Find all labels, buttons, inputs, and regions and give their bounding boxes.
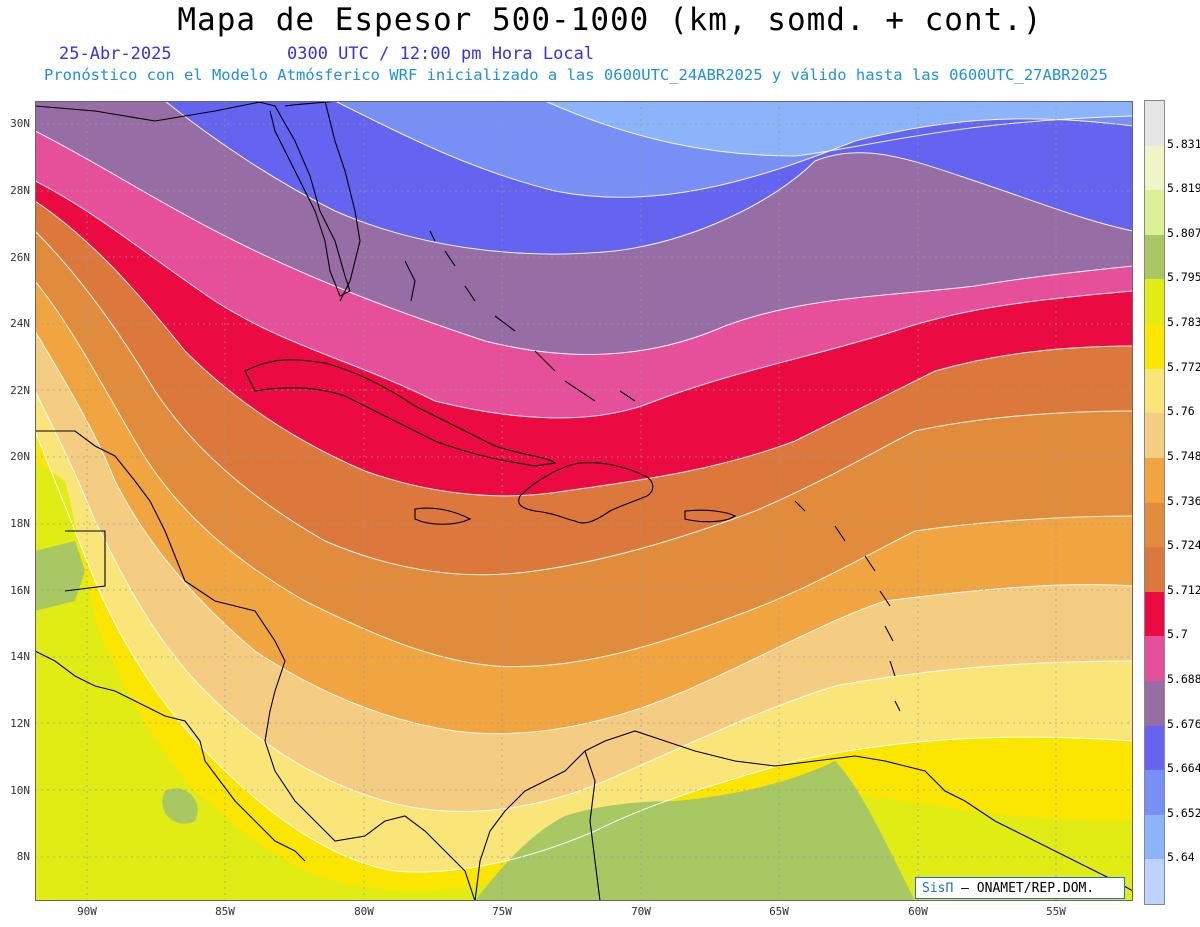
florida-coast — [35, 101, 351, 297]
colorbar-label: 5.652 — [1167, 805, 1200, 820]
colorbar-segment — [1145, 190, 1164, 236]
lon-label-75w: 75W — [492, 905, 512, 918]
map-title: Mapa de Espesor 500-1000 (km, somd. + co… — [177, 2, 1043, 38]
lon-label-85w: 85W — [215, 905, 235, 918]
colorbar-segment — [1145, 814, 1164, 860]
colorbar-segment — [1145, 680, 1164, 727]
forecast-date: 25-Abr-2025 — [59, 44, 172, 64]
lat-label-14n: 14N — [10, 650, 30, 663]
lon-label-55w: 55W — [1046, 905, 1066, 918]
colorbar-segment — [1145, 324, 1164, 370]
colorbar-label: 5.831 — [1167, 136, 1200, 151]
colorbar-label: 5.772 — [1167, 359, 1200, 374]
colorbar-label: 5.7 — [1167, 627, 1188, 642]
band-5807 — [475, 761, 915, 901]
graticule — [35, 101, 1133, 901]
hispaniola-coast — [518, 462, 654, 524]
colorbar-label: 5.676 — [1167, 716, 1200, 731]
lat-label-18n: 18N — [10, 517, 30, 530]
map-canvas — [35, 101, 1133, 901]
jamaica-coast — [414, 507, 472, 525]
lat-label-26n: 26N — [10, 251, 30, 264]
forecast-time: 0300 UTC / 12:00 pm Hora Local — [287, 44, 595, 64]
colorbar-segment — [1145, 457, 1164, 503]
credit-text: – ONAMET/REP.DOM. — [961, 881, 1095, 896]
colorbar-segment — [1145, 591, 1164, 637]
lat-label-12n: 12N — [10, 717, 30, 730]
colorbar-segment — [1145, 770, 1164, 816]
model-init-text: Pronóstico con el Modelo Atmósferico WRF… — [44, 66, 1108, 84]
coastlines — [35, 101, 1133, 901]
colorbar-label: 5.688 — [1167, 671, 1200, 686]
colorbar-label: 5.724 — [1167, 538, 1200, 553]
lat-label-20n: 20N — [10, 450, 30, 463]
colorbar-label: 5.76 — [1167, 404, 1195, 419]
central-america-coast — [35, 430, 476, 901]
south-america-coast — [474, 730, 1133, 901]
colorbar-label: 5.664 — [1167, 761, 1200, 776]
colorbar-label: 5.819 — [1167, 181, 1200, 196]
thickness-map — [35, 101, 1133, 901]
colorbar-segment — [1145, 859, 1164, 905]
colorbar-segment — [1145, 725, 1164, 771]
colorbar-segment — [1145, 636, 1164, 682]
puerto-rico-coast — [684, 509, 737, 523]
band-5807-c — [162, 788, 198, 824]
colorbar-label: 5.795 — [1167, 270, 1200, 285]
contour-lines — [35, 101, 1133, 873]
colorbar-segment — [1145, 279, 1164, 325]
band-5783 — [35, 431, 1133, 901]
lon-label-60w: 60W — [908, 905, 928, 918]
colorbar-segment — [1145, 502, 1164, 548]
colorbar-label: 5.736 — [1167, 493, 1200, 508]
lat-label-30n: 30N — [10, 117, 30, 130]
lon-label-80w: 80W — [354, 905, 374, 918]
lon-label-65w: 65W — [769, 905, 789, 918]
lat-label-10n: 10N — [10, 784, 30, 797]
colorbar-segment — [1145, 413, 1164, 459]
sis-logo-text: SisΠ — [922, 881, 954, 896]
lon-label-90w: 90W — [77, 905, 97, 918]
colorbar-label: 5.64 — [1167, 850, 1195, 865]
cuba-coast — [244, 359, 557, 467]
colorbar-segment — [1145, 101, 1164, 147]
colorbar-label: 5.783 — [1167, 315, 1200, 330]
lon-label-70w: 70W — [631, 905, 651, 918]
colorbar-segment — [1145, 547, 1164, 593]
band-5807-b — [35, 541, 85, 611]
colorbar-segment — [1145, 368, 1164, 414]
lat-label-8n: 8N — [16, 850, 30, 863]
colorbar-label: 5.748 — [1167, 448, 1200, 463]
credit-box: SisΠ – ONAMET/REP.DOM. — [915, 877, 1125, 899]
colorbar-label: 5.807 — [1167, 225, 1200, 240]
colorbar-segment — [1145, 145, 1164, 191]
lat-label-22n: 22N — [10, 384, 30, 397]
colorbar-label: 5.712 — [1167, 582, 1200, 597]
colorbar-segment — [1145, 234, 1164, 280]
lat-label-24n: 24N — [10, 317, 30, 330]
colorbar — [1144, 100, 1165, 905]
lat-label-16n: 16N — [10, 584, 30, 597]
lat-label-28n: 28N — [10, 184, 30, 197]
